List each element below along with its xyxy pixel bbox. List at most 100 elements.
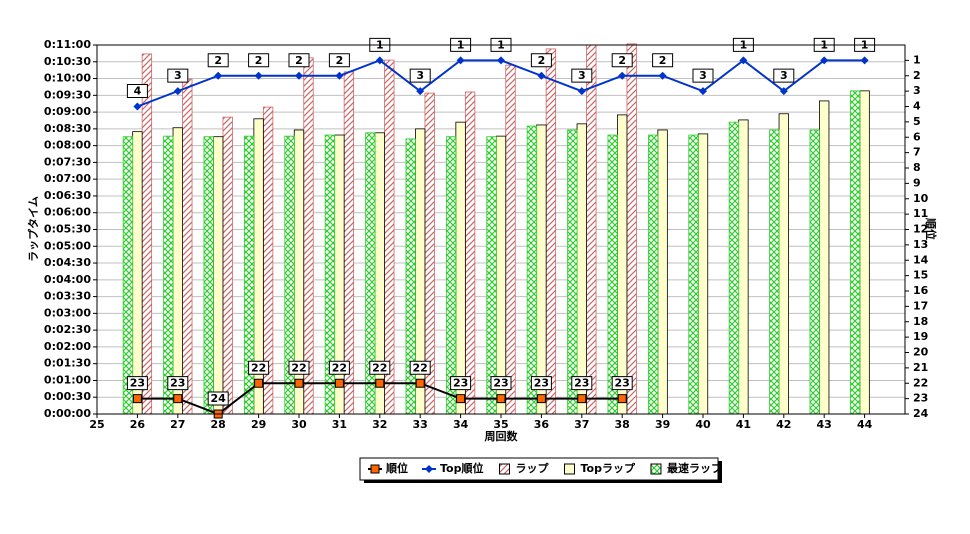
bar [536, 124, 547, 415]
y2-tick-label: 16 [913, 284, 929, 297]
bar [486, 136, 497, 415]
marker [577, 394, 587, 404]
marker [456, 394, 466, 404]
y2-axis-title: 順位 [924, 218, 938, 240]
y2-tick-label: 2 [913, 69, 921, 82]
bar [647, 134, 659, 415]
data-label-box [409, 360, 431, 375]
y2-tick-label: 15 [913, 269, 928, 282]
bar [697, 133, 709, 415]
data-label: 2 [255, 54, 263, 67]
data-label-box [490, 376, 512, 391]
bar [567, 129, 578, 415]
y2-tick-label: 8 [913, 161, 921, 174]
bar [122, 136, 134, 415]
data-label: 23 [453, 377, 468, 390]
x-tick-label: 31 [332, 418, 347, 431]
data-label: 23 [493, 377, 508, 390]
x-tick-label: 40 [695, 418, 711, 431]
y2-tick-label: 20 [913, 346, 929, 359]
marker [779, 87, 788, 96]
legend-label: 最速ラップ [667, 461, 723, 475]
bar [819, 100, 830, 415]
bar [849, 90, 861, 415]
bar [182, 78, 193, 415]
y2-tick-label: 11 [913, 207, 928, 220]
y-tick-label: 0:02:00 [44, 340, 91, 353]
marker [254, 378, 264, 388]
x-tick-label: 42 [776, 418, 791, 431]
y-tick-label: 0:09:30 [44, 88, 91, 101]
y2-tick-label: 10 [913, 192, 929, 205]
marker [133, 102, 142, 111]
y-tick-label: 0:01:00 [44, 373, 91, 386]
legend-label: 順位 [386, 461, 408, 475]
marker [618, 71, 627, 80]
marker [699, 87, 707, 96]
bar [141, 53, 153, 415]
bar [769, 129, 780, 415]
marker [497, 56, 505, 65]
data-label: 3 [699, 69, 707, 82]
data-label-box [692, 68, 714, 83]
y2-tick-label: 23 [913, 392, 928, 405]
y-tick-label: 0:10:30 [44, 55, 91, 68]
y-tick-label: 0:07:00 [44, 172, 91, 185]
y-tick-label: 0:01:30 [44, 357, 91, 370]
legend-swatch [563, 463, 575, 475]
bar [455, 121, 466, 415]
data-label-box [571, 376, 593, 391]
data-label-box [328, 53, 350, 68]
data-label: 4 [134, 85, 142, 98]
legend-marker [425, 465, 433, 473]
x-tick-label: 43 [817, 418, 832, 431]
y-tick-label: 0:05:00 [44, 239, 91, 252]
x-tick-label: 29 [251, 418, 266, 431]
data-label-box [126, 84, 148, 98]
x-tick-label: 41 [736, 418, 751, 431]
data-label: 3 [780, 69, 788, 82]
data-label: 23 [130, 377, 145, 390]
data-label-box [167, 68, 189, 83]
y-tick-label: 0:08:30 [44, 122, 91, 135]
x-tick-label: 32 [372, 418, 387, 431]
bar [738, 119, 749, 415]
y-tick-label: 0:03:30 [44, 290, 91, 303]
x-axis-title: 周回数 [485, 429, 519, 443]
data-label: 2 [618, 54, 626, 67]
bar [203, 136, 214, 415]
data-label-box [248, 53, 270, 68]
y2-tick-label: 4 [913, 100, 921, 113]
data-label: 3 [578, 69, 586, 82]
data-label: 23 [170, 377, 185, 390]
bar [464, 91, 476, 415]
x-tick-label: 38 [615, 418, 630, 431]
y2-tick-label: 18 [913, 315, 928, 328]
marker [415, 378, 425, 388]
y2-tick-label: 22 [913, 376, 928, 389]
marker [295, 71, 303, 80]
bar [728, 121, 740, 415]
marker [577, 87, 586, 96]
y-tick-label: 0:03:00 [44, 306, 91, 319]
x-tick-label: 26 [130, 418, 146, 431]
data-label: 2 [336, 54, 344, 67]
y-tick-label: 0:06:00 [44, 206, 91, 219]
marker [375, 378, 385, 388]
data-label: 2 [295, 54, 303, 67]
data-label-box [207, 53, 229, 68]
y2-tick-label: 6 [913, 130, 921, 143]
y-tick-label: 0:04:00 [44, 273, 91, 286]
data-label: 22 [251, 361, 266, 374]
data-label: 23 [574, 377, 589, 390]
y2-tick-label: 1 [913, 53, 921, 66]
bar [163, 135, 174, 415]
marker [658, 71, 667, 80]
data-label: 23 [534, 377, 549, 390]
data-label: 2 [538, 54, 546, 67]
data-label: 2 [214, 54, 222, 67]
bar [172, 127, 183, 415]
bar [545, 48, 557, 415]
bar [445, 136, 457, 415]
marker [214, 71, 223, 80]
